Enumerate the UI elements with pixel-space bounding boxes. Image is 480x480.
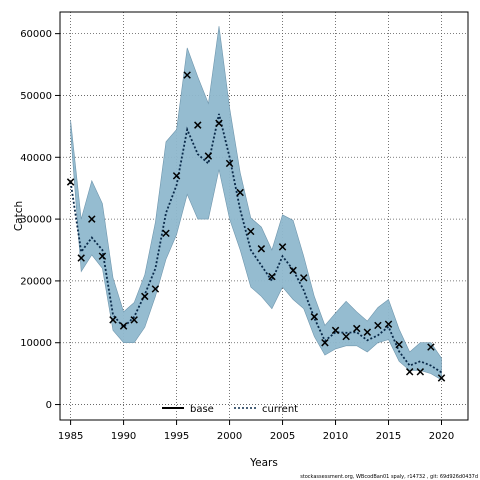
x-tick-label: 2010 [323, 431, 348, 442]
x-axis-title: Years [249, 457, 278, 469]
observed-point [77, 254, 85, 262]
observed-point [321, 338, 329, 347]
current-confidence-band [70, 26, 442, 381]
observed-point [331, 326, 340, 335]
observed-point [215, 119, 223, 128]
y-tick-label: 30000 [20, 215, 52, 226]
y-tick-label: 0 [46, 400, 52, 411]
y-tick-label: 40000 [20, 153, 52, 164]
observed-point [109, 316, 117, 324]
plot-area [59, 11, 469, 421]
legend-base-label: base [190, 404, 214, 415]
y-tick-label: 60000 [20, 29, 52, 40]
x-tick-label: 2005 [270, 431, 295, 442]
legend: base current [162, 404, 298, 415]
footer-credit: stockassessment.org, WBcodBan01 spaly, r… [300, 474, 478, 480]
observed-point [437, 374, 446, 382]
y-tick-label: 50000 [20, 91, 52, 102]
observed-point [427, 343, 435, 351]
observed-point [88, 215, 96, 223]
observed-point [395, 340, 403, 349]
y-axis: 0 10000 20000 30000 40000 50000 60000 [20, 29, 60, 411]
observed-point [363, 328, 372, 336]
y-tick-label: 20000 [20, 276, 52, 287]
observed-point [268, 272, 276, 281]
x-tick-label: 2000 [217, 431, 242, 442]
observed-point [247, 227, 255, 236]
x-tick-label: 1985 [58, 431, 83, 442]
plot-border [59, 11, 469, 421]
observed-point [352, 324, 361, 333]
observed-point [374, 321, 382, 330]
x-axis: 1985 1990 1995 2000 2005 2010 2015 2020 [58, 420, 454, 442]
observed-markers [66, 71, 446, 382]
observed-point [310, 313, 319, 321]
observed-point [278, 243, 287, 251]
x-tick-label: 2015 [376, 431, 401, 442]
observed-point [300, 274, 308, 282]
x-tick-label: 1995 [164, 431, 189, 442]
observed-point [172, 172, 181, 180]
observed-point [405, 368, 414, 376]
legend-current-label: current [262, 404, 298, 415]
observed-point [141, 292, 149, 301]
observed-point [162, 229, 170, 238]
observed-point [416, 368, 425, 376]
observed-point [289, 266, 297, 275]
observed-point [66, 178, 75, 186]
observed-point [236, 188, 244, 197]
x-tick-label: 2020 [429, 431, 454, 442]
observed-point [119, 322, 128, 330]
observed-point [151, 285, 160, 293]
observed-point [257, 245, 266, 253]
observed-point [204, 152, 213, 160]
y-tick-label: 10000 [20, 338, 52, 349]
observed-point [194, 121, 202, 129]
y-axis-title: Catch [13, 201, 25, 231]
confidence-band [70, 26, 442, 381]
observed-point [183, 71, 191, 79]
observed-point [130, 316, 138, 324]
observed-point [225, 159, 234, 168]
observed-point [98, 252, 107, 260]
observed-point [384, 320, 393, 328]
x-tick-label: 1990 [111, 431, 136, 442]
observed-point [342, 332, 350, 341]
